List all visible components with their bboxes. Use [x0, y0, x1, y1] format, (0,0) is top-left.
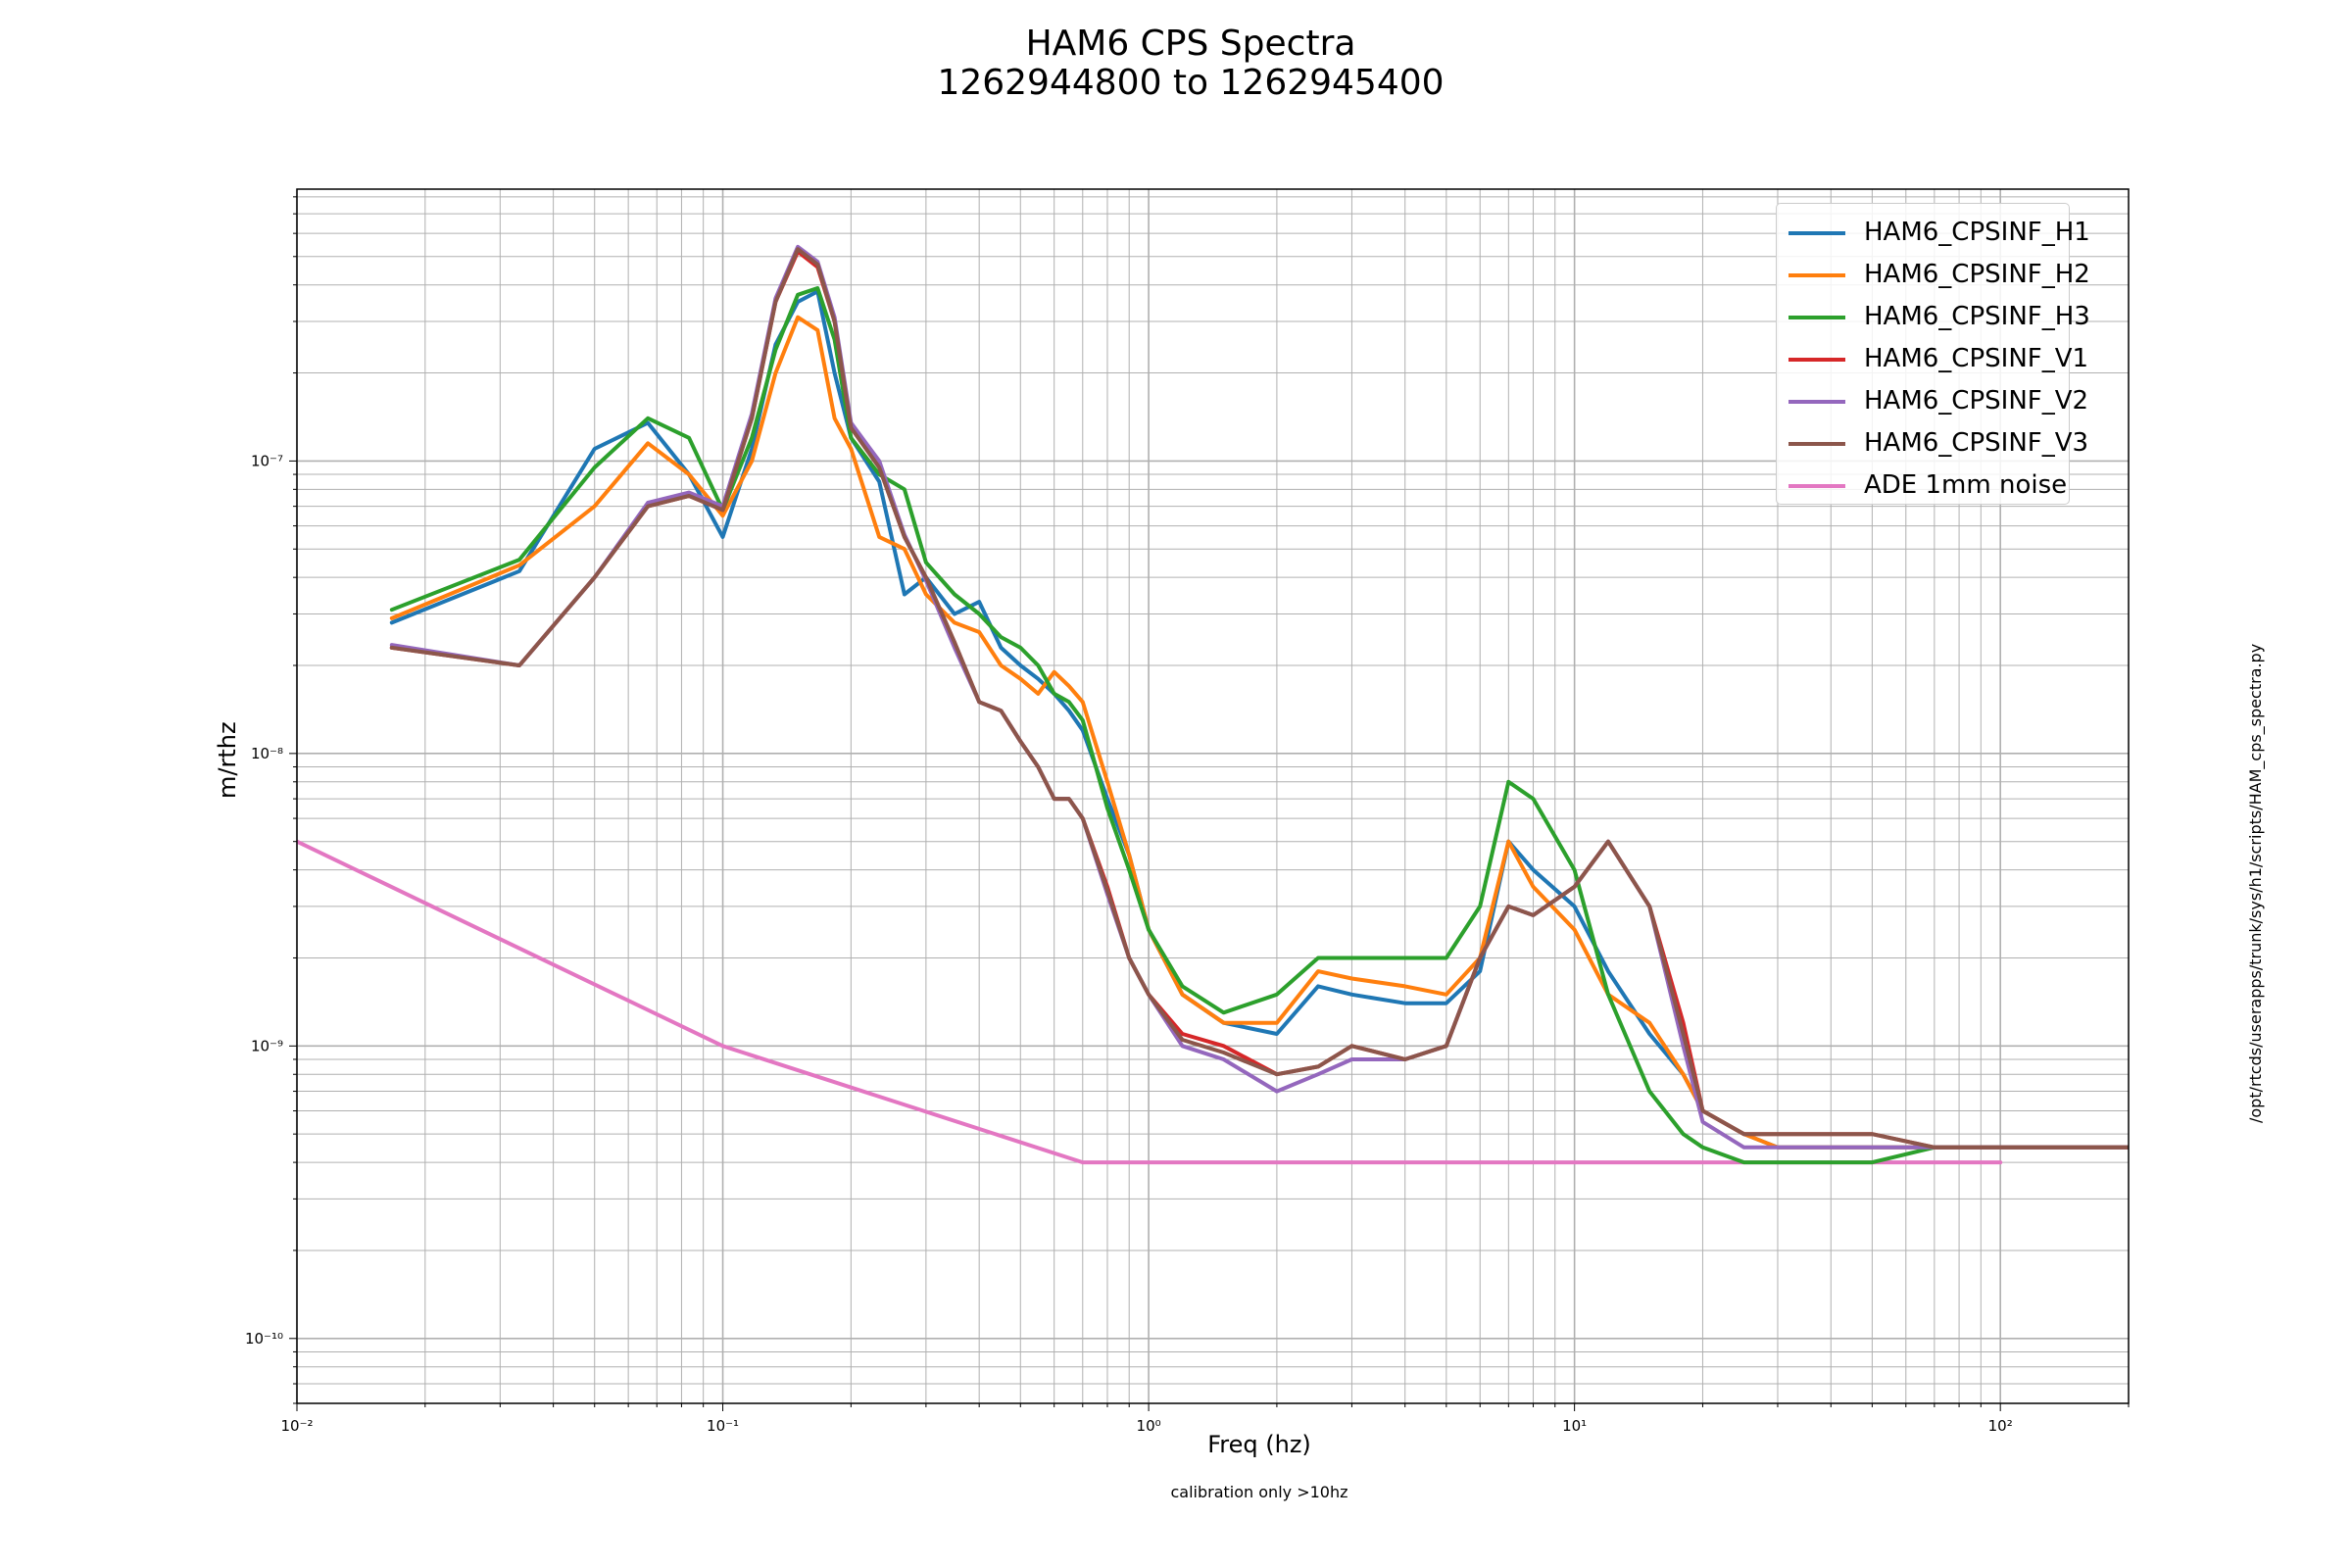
legend-swatch [1788, 316, 1845, 319]
legend-item: HAM6_CPSINF_H1 [1777, 212, 2090, 254]
y-tick-label: 10⁻⁷ [251, 452, 283, 469]
y-tick-label: 10⁻⁹ [251, 1037, 283, 1054]
legend-label: HAM6_CPSINF_H3 [1864, 302, 2090, 331]
legend-swatch [1788, 484, 1845, 488]
footnote: calibration only >10hz [1170, 1483, 1348, 1501]
y-tick-label: 10⁻⁸ [251, 745, 283, 762]
legend-swatch [1788, 358, 1845, 362]
legend-item: HAM6_CPSINF_H2 [1777, 254, 2090, 296]
legend-item: HAM6_CPSINF_H3 [1777, 296, 2090, 338]
legend-swatch [1788, 400, 1845, 404]
y-tick-label: 10⁻¹⁰ [245, 1330, 283, 1348]
script-path-label: /opt/rtcds/userapps/trunk/sys/h1/scripts… [2246, 643, 2265, 1123]
legend-item: HAM6_CPSINF_V2 [1777, 380, 2088, 422]
legend-label: ADE 1mm noise [1864, 470, 2068, 500]
legend-label: HAM6_CPSINF_V1 [1864, 344, 2089, 373]
legend-item: HAM6_CPSINF_V1 [1777, 338, 2088, 380]
x-tick-label: 10⁰ [1137, 1417, 1161, 1435]
y-axis-label: m/rthz [214, 721, 241, 799]
x-tick-label: 10⁻² [280, 1417, 313, 1435]
x-tick-label: 10¹ [1562, 1417, 1587, 1435]
tick-labels: 10⁻² 10⁻¹ 10⁰ 10¹ 10² 10⁻¹⁰ 10⁻⁹ 10⁻⁸ 10⁻⁷ [245, 452, 2013, 1435]
axes-frame [296, 188, 2130, 1404]
chart-subtitle: 1262944800 to 1262945400 [937, 63, 1445, 103]
series-line-ham6-cpsinf-h3 [389, 286, 2129, 1165]
ticks [289, 196, 2130, 1411]
legend: HAM6_CPSINF_H1 HAM6_CPSINF_H2 HAM6_CPSINF_… [1776, 203, 2090, 507]
series-line-ade-1mm-noise [297, 839, 2003, 1165]
series-line-ham6-cpsinf-v3 [389, 247, 2129, 1150]
series-layer [297, 244, 2129, 1165]
legend-label: HAM6_CPSINF_H1 [1864, 218, 2090, 247]
x-axis-label: Freq (hz) [1207, 1431, 1311, 1458]
x-tick-label: 10⁻¹ [707, 1417, 739, 1435]
legend-item: ADE 1mm noise [1777, 465, 2069, 507]
chart-title: HAM6 CPS Spectra [1025, 24, 1356, 64]
legend-item: HAM6_CPSINF_V3 [1777, 422, 2088, 465]
x-tick-label: 10² [1988, 1417, 2013, 1435]
legend-swatch [1788, 273, 1845, 277]
legend-swatch [1788, 442, 1845, 446]
legend-label: HAM6_CPSINF_V3 [1864, 428, 2089, 458]
legend-label: HAM6_CPSINF_H2 [1864, 260, 2090, 289]
legend-label: HAM6_CPSINF_V2 [1864, 386, 2089, 416]
legend-swatch [1788, 231, 1845, 235]
